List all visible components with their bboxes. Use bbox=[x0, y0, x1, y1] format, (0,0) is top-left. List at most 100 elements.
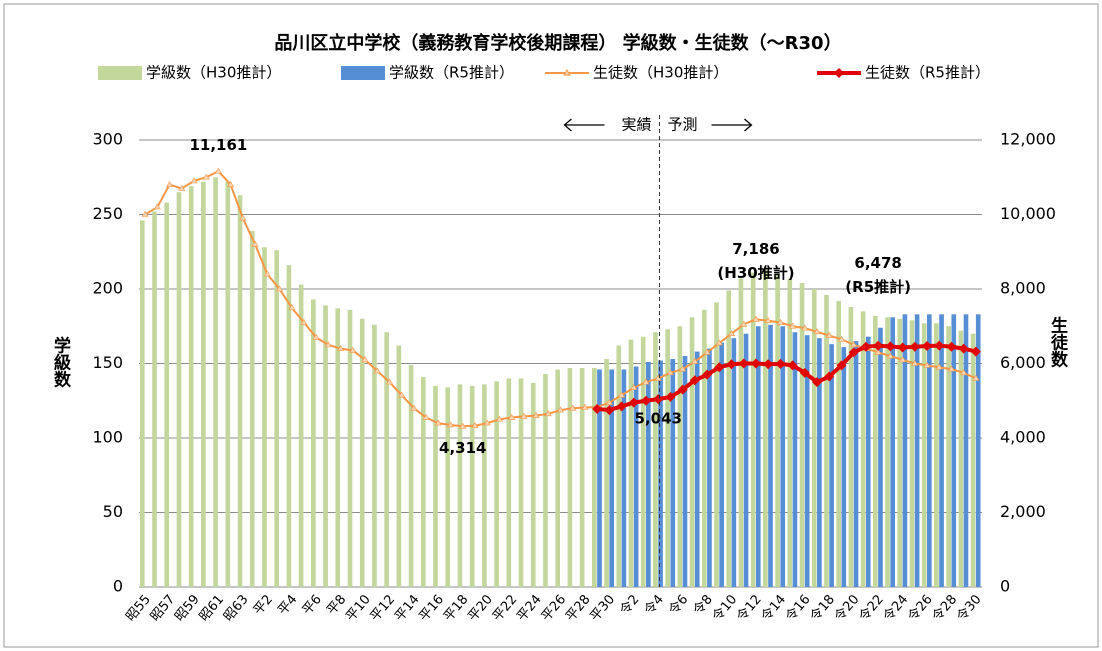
marker bbox=[520, 412, 528, 419]
bar bbox=[689, 317, 695, 587]
y-tick-label: 200 bbox=[92, 279, 123, 298]
bar bbox=[677, 326, 683, 587]
marker bbox=[190, 177, 198, 184]
annotation: (H30推計) bbox=[717, 264, 794, 282]
data-label: 4,314 bbox=[439, 439, 486, 457]
bar bbox=[188, 186, 194, 587]
data-label: 6,478 bbox=[854, 254, 901, 272]
bar bbox=[738, 278, 744, 587]
bar bbox=[921, 323, 927, 587]
legend-label: 生徒数（H30推計） bbox=[593, 64, 728, 82]
data-label: 11,161 bbox=[189, 136, 247, 154]
y2-tick-label: 8,000 bbox=[1000, 279, 1046, 298]
marker bbox=[618, 391, 626, 398]
marker bbox=[679, 365, 687, 372]
bar bbox=[298, 284, 304, 587]
bar bbox=[848, 306, 854, 587]
marker bbox=[214, 167, 222, 174]
arrow bbox=[711, 118, 753, 132]
bar bbox=[445, 387, 451, 587]
marker bbox=[653, 394, 664, 405]
bar bbox=[457, 384, 463, 587]
bar bbox=[543, 373, 548, 587]
marker bbox=[740, 320, 748, 327]
marker bbox=[960, 369, 968, 376]
bar bbox=[939, 314, 944, 587]
marker bbox=[300, 318, 308, 325]
bar bbox=[902, 314, 908, 587]
marker bbox=[666, 369, 674, 376]
bar bbox=[139, 220, 145, 587]
bar bbox=[420, 376, 426, 587]
marker bbox=[581, 403, 589, 410]
marker bbox=[703, 348, 711, 355]
bar bbox=[694, 351, 700, 587]
bar bbox=[951, 314, 957, 587]
marker bbox=[972, 374, 980, 381]
marker bbox=[899, 356, 907, 363]
marker bbox=[556, 406, 565, 413]
marker bbox=[605, 399, 613, 405]
bar bbox=[433, 385, 438, 587]
legend-marker bbox=[834, 68, 844, 78]
marker bbox=[813, 328, 821, 335]
bar bbox=[597, 369, 602, 587]
legend-swatch bbox=[98, 66, 142, 80]
marker bbox=[715, 339, 723, 346]
bar bbox=[518, 378, 524, 587]
marker bbox=[776, 318, 784, 325]
arrow bbox=[563, 118, 605, 132]
marker bbox=[385, 378, 393, 385]
marker bbox=[483, 419, 491, 426]
bar bbox=[494, 381, 499, 587]
bar bbox=[506, 378, 512, 587]
marker bbox=[604, 405, 615, 416]
bar bbox=[609, 369, 615, 587]
y2-tick-label: 2,000 bbox=[1000, 502, 1046, 521]
data-label: 7,186 bbox=[732, 240, 779, 258]
marker bbox=[860, 341, 871, 352]
bar bbox=[946, 326, 951, 587]
marker bbox=[677, 384, 688, 395]
bar bbox=[811, 289, 817, 587]
bar bbox=[963, 314, 969, 587]
marker bbox=[337, 345, 345, 351]
bar bbox=[164, 202, 170, 587]
marker bbox=[628, 397, 639, 408]
bar bbox=[914, 314, 920, 587]
bar bbox=[853, 341, 859, 587]
marker bbox=[714, 362, 725, 373]
marker bbox=[178, 184, 186, 191]
bar bbox=[970, 333, 976, 587]
bar bbox=[384, 332, 389, 587]
marker bbox=[422, 413, 430, 420]
bar bbox=[780, 326, 786, 587]
bar bbox=[792, 332, 798, 587]
bar bbox=[975, 314, 981, 587]
annotation: (R5推計) bbox=[845, 278, 911, 296]
bar bbox=[628, 339, 634, 587]
bar bbox=[909, 320, 915, 587]
marker bbox=[508, 413, 516, 420]
marker bbox=[970, 346, 981, 357]
bar bbox=[665, 329, 670, 587]
bar bbox=[323, 305, 328, 587]
marker bbox=[934, 340, 945, 351]
bar bbox=[787, 278, 793, 587]
marker bbox=[263, 270, 271, 277]
bar bbox=[750, 272, 756, 587]
y2-tick-label: 4,000 bbox=[1000, 428, 1046, 447]
marker bbox=[812, 377, 823, 388]
bar bbox=[707, 348, 712, 587]
bar bbox=[482, 384, 487, 587]
marker bbox=[799, 367, 810, 378]
bar bbox=[311, 299, 316, 587]
marker bbox=[227, 181, 235, 187]
bar bbox=[347, 309, 353, 587]
marker bbox=[691, 358, 699, 364]
bar bbox=[604, 359, 609, 587]
y-tick-label: 50 bbox=[103, 502, 123, 521]
marker bbox=[166, 181, 174, 187]
legend-label: 生徒数（R5推計） bbox=[865, 64, 990, 82]
bar bbox=[878, 327, 883, 587]
